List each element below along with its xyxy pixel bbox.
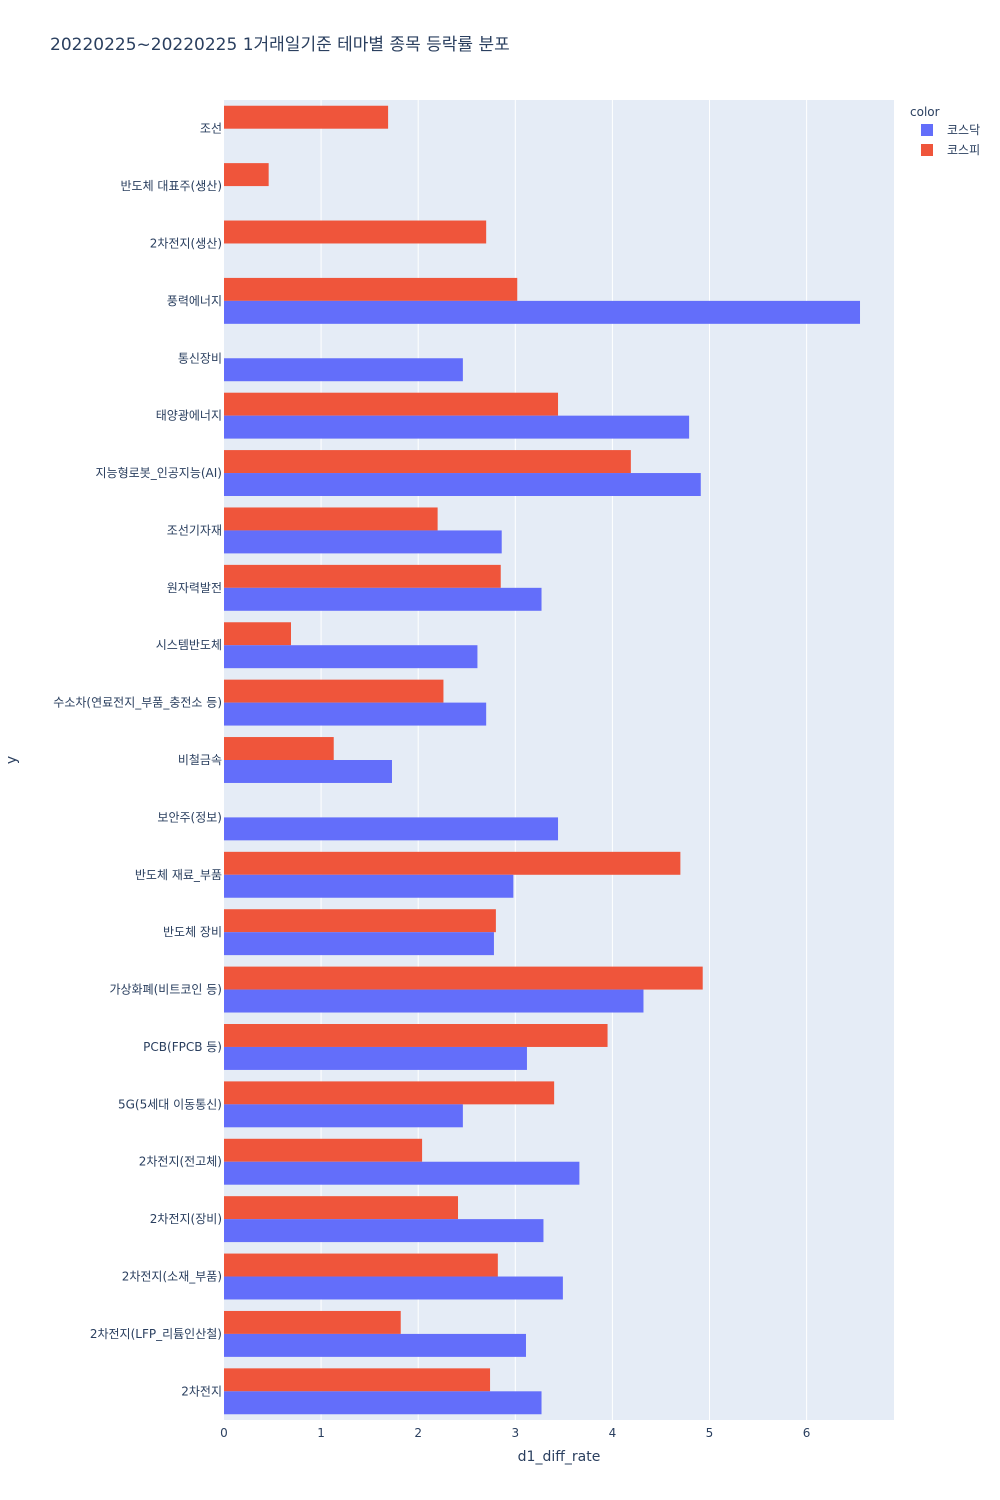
- y-tick-label: 2차전지(장비): [150, 1212, 222, 1226]
- bar-코스피[interactable]: [224, 392, 559, 416]
- bar-코스닥[interactable]: [224, 817, 559, 841]
- legend-label[interactable]: 코스닥: [947, 123, 980, 137]
- y-tick-label: 조선: [200, 122, 222, 136]
- x-tick-label: 6: [803, 1426, 811, 1440]
- bar-코스닥[interactable]: [224, 874, 514, 898]
- x-tick-label: 4: [609, 1426, 617, 1440]
- bar-코스닥[interactable]: [224, 587, 542, 611]
- bar-코스닥[interactable]: [224, 473, 701, 496]
- x-tick-labels: 0 1 2 3 4 5 6: [220, 1426, 810, 1440]
- bar-코스닥[interactable]: [224, 1391, 542, 1415]
- bar-코스피[interactable]: [224, 220, 487, 244]
- x-axis-title: d1_diff_rate: [518, 1449, 601, 1465]
- bar-코스피[interactable]: [224, 1310, 401, 1334]
- bar-코스닥[interactable]: [224, 1219, 544, 1243]
- bars: [224, 105, 861, 1415]
- legend-label[interactable]: 코스피: [947, 143, 980, 157]
- y-tick-label: 반도체 대표주(생산): [121, 179, 223, 193]
- x-tick-label: 3: [511, 1426, 519, 1440]
- y-axis-title: y: [4, 756, 20, 764]
- y-tick-label: 2차전지(전고체): [139, 1155, 222, 1169]
- bar-코스닥[interactable]: [224, 932, 494, 956]
- bar-코스닥[interactable]: [224, 1276, 563, 1300]
- bar-코스닥[interactable]: [224, 300, 861, 324]
- bar-코스닥[interactable]: [224, 1161, 580, 1185]
- bar-코스닥[interactable]: [224, 989, 644, 1013]
- bar-코스피[interactable]: [224, 1138, 423, 1162]
- y-tick-label: 2차전지: [181, 1384, 222, 1398]
- bar-코스피[interactable]: [224, 564, 501, 588]
- chart-title: 20220225~20220225 1거래일기준 테마별 종목 등락률 분포: [50, 35, 510, 55]
- bar-코스닥[interactable]: [224, 1046, 527, 1070]
- bar-코스닥[interactable]: [224, 702, 487, 726]
- bar-코스피[interactable]: [224, 909, 496, 933]
- y-tick-label: 시스템반도체: [156, 638, 222, 652]
- bar-코스피[interactable]: [224, 1368, 491, 1392]
- y-tick-label: 풍력에너지: [167, 294, 222, 308]
- y-tick-label: 통신장비: [178, 351, 222, 365]
- bar-코스피[interactable]: [224, 277, 518, 301]
- y-tick-label: 반도체 재료_부품: [135, 868, 222, 882]
- bar-코스닥[interactable]: [224, 415, 690, 439]
- y-tick-label: 2차전지(생산): [150, 236, 222, 250]
- y-tick-label: 2차전지(소재_부품): [122, 1270, 222, 1284]
- bar-코스닥[interactable]: [224, 645, 478, 669]
- bar-코스피[interactable]: [224, 450, 631, 474]
- x-tick-label: 2: [414, 1426, 422, 1440]
- bar-코스피[interactable]: [224, 1081, 555, 1105]
- y-tick-label: 5G(5세대 이동통신): [118, 1097, 222, 1111]
- bar-코스피[interactable]: [224, 1196, 459, 1220]
- y-tick-label: 가상화폐(비트코인 등): [109, 983, 222, 997]
- y-tick-label: 보안주(정보): [157, 810, 222, 824]
- bar-코스피[interactable]: [224, 622, 291, 646]
- x-tick-label: 1: [317, 1426, 325, 1440]
- y-tick-label: 수소차(연료전지_부품_충전소 등): [53, 696, 222, 710]
- y-tick-label: 2차전지(LFP_리튬인산철): [90, 1327, 222, 1341]
- legend-title: color: [910, 105, 940, 119]
- bar-코스닥[interactable]: [224, 1104, 463, 1128]
- y-tick-label: 태양광에너지: [156, 409, 222, 423]
- bar-코스닥[interactable]: [224, 760, 392, 783]
- legend-swatch[interactable]: [921, 144, 933, 156]
- bar-코스피[interactable]: [224, 679, 444, 703]
- x-tick-label: 5: [706, 1426, 714, 1440]
- bar-코스피[interactable]: [224, 1024, 608, 1047]
- y-tick-label: PCB(FPCB 등): [143, 1040, 222, 1054]
- bar-코스피[interactable]: [224, 966, 703, 990]
- bar-코스닥[interactable]: [224, 530, 502, 554]
- x-tick-label: 0: [220, 1426, 228, 1440]
- legend-swatch[interactable]: [921, 124, 933, 136]
- y-tick-label: 원자력발전: [167, 581, 222, 595]
- y-tick-label: 비철금속: [178, 753, 222, 767]
- y-tick-label: 반도체 장비: [163, 925, 222, 939]
- bar-코스닥[interactable]: [224, 358, 463, 382]
- bar-코스피[interactable]: [224, 507, 438, 531]
- y-tick-label: 지능형로봇_인공지능(AI): [96, 466, 222, 480]
- bar-코스피[interactable]: [224, 163, 269, 187]
- bar-코스피[interactable]: [224, 737, 334, 760]
- bar-코스피[interactable]: [224, 105, 389, 129]
- bar-코스닥[interactable]: [224, 1333, 526, 1357]
- bar-코스피[interactable]: [224, 851, 681, 875]
- bar-코스피[interactable]: [224, 1253, 498, 1277]
- y-tick-label: 조선기자재: [167, 523, 222, 537]
